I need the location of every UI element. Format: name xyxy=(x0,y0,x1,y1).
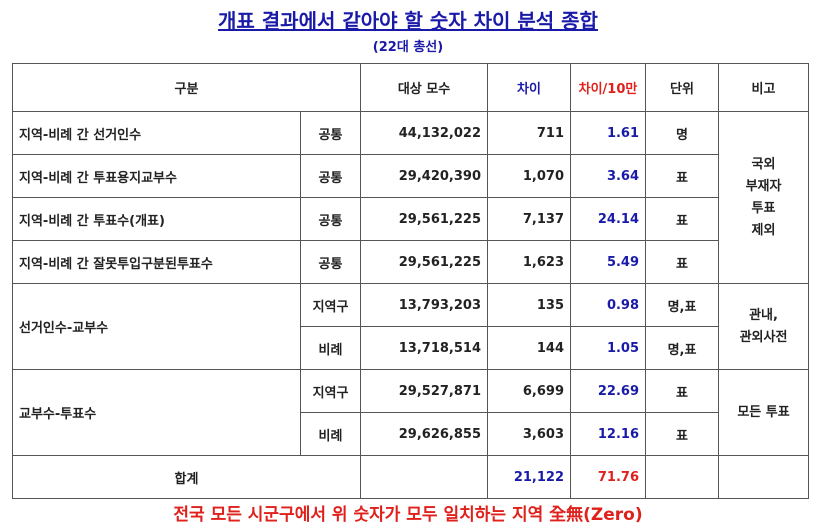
row-type: 공통 xyxy=(299,154,362,198)
row-label: 지역-비례 간 투표용지교부수 xyxy=(12,154,301,198)
row-label: 교부수-투표수 xyxy=(12,369,301,456)
total-per-100k: 71.76 xyxy=(570,455,647,499)
remark: 관내, 관외사전 xyxy=(718,283,810,370)
difference: 1,623 xyxy=(487,240,572,284)
difference: 3,603 xyxy=(487,412,572,456)
unit: 표 xyxy=(645,197,720,241)
per-100k: 22.69 xyxy=(570,369,647,413)
base-count: 29,561,225 xyxy=(360,197,489,241)
column-header: 구분 xyxy=(11,63,362,112)
difference: 135 xyxy=(487,283,572,327)
empty-cell xyxy=(718,455,810,499)
base-count: 29,527,871 xyxy=(360,369,489,413)
row-label: 지역-비례 간 투표수(개표) xyxy=(12,197,301,241)
unit: 명 xyxy=(645,111,720,155)
per-100k: 3.64 xyxy=(570,154,647,198)
row-type: 비례 xyxy=(299,326,362,370)
difference: 144 xyxy=(487,326,572,370)
base-count: 29,420,390 xyxy=(360,154,489,198)
column-header: 차이/10만 xyxy=(570,63,647,112)
unit: 표 xyxy=(645,154,720,198)
empty-cell xyxy=(360,455,489,499)
per-100k: 1.05 xyxy=(570,326,647,370)
per-100k: 5.49 xyxy=(570,240,647,284)
row-type: 지역구 xyxy=(299,369,362,413)
base-count: 29,626,855 xyxy=(360,412,489,456)
difference: 711 xyxy=(487,111,572,155)
empty-cell xyxy=(645,455,720,499)
remark-line: 제외 xyxy=(751,222,776,238)
total-label: 합계 xyxy=(11,455,362,499)
per-100k: 0.98 xyxy=(570,283,647,327)
remark: 모든 투표 xyxy=(718,369,810,456)
table: 구분 대상 모수 차이 차이/10만 단위 비고 지역-비례 간 선거인수 공통 44,132,… xyxy=(11,63,810,499)
base-count: 29,561,225 xyxy=(360,240,489,284)
unit: 명,표 xyxy=(645,283,720,327)
unit: 표 xyxy=(645,369,720,413)
row-type: 공통 xyxy=(299,111,362,155)
row-label: 선거인수-교부수 xyxy=(12,283,301,370)
base-count: 13,793,203 xyxy=(360,283,489,327)
unit: 표 xyxy=(645,240,720,284)
row-type: 비례 xyxy=(299,412,362,456)
row-label: 지역-비례 간 선거인수 xyxy=(12,111,301,155)
remark-line: 국외 xyxy=(751,156,776,172)
title: 개표 결과에서 같아야 할 숫자 차이 분석 종합 xyxy=(218,9,598,33)
column-header: 대상 모수 xyxy=(360,63,489,112)
row-type: 공통 xyxy=(299,197,362,241)
remark-line: 관외사전 xyxy=(739,329,788,345)
column-header: 차이 xyxy=(487,63,572,112)
per-100k: 1.61 xyxy=(570,111,647,155)
per-100k: 12.16 xyxy=(570,412,647,456)
base-count: 13,718,514 xyxy=(360,326,489,370)
difference: 6,699 xyxy=(487,369,572,413)
remark-line: 투표 xyxy=(751,200,776,216)
remark-line: 관내, xyxy=(749,307,778,323)
footer: 전국 모든 시군구에서 위 숫자가 모두 일치하는 지역 全無(Zero) xyxy=(173,505,643,525)
difference: 1,070 xyxy=(487,154,572,198)
row-label: 지역-비례 간 잘못투입구분된투표수 xyxy=(12,240,301,284)
row-type: 공통 xyxy=(299,240,362,284)
base-count: 44,132,022 xyxy=(360,111,489,155)
column-header: 단위 xyxy=(645,63,720,112)
remark-line: 모든 투표 xyxy=(737,404,790,420)
remark-line: 부재자 xyxy=(745,178,782,194)
unit: 표 xyxy=(645,412,720,456)
total-difference: 21,122 xyxy=(487,455,572,499)
subtitle: (22대 총선) xyxy=(372,40,444,55)
difference: 7,137 xyxy=(487,197,572,241)
unit: 명,표 xyxy=(645,326,720,370)
row-type: 지역구 xyxy=(299,283,362,327)
per-100k: 24.14 xyxy=(570,197,647,241)
column-header: 비고 xyxy=(718,63,810,112)
